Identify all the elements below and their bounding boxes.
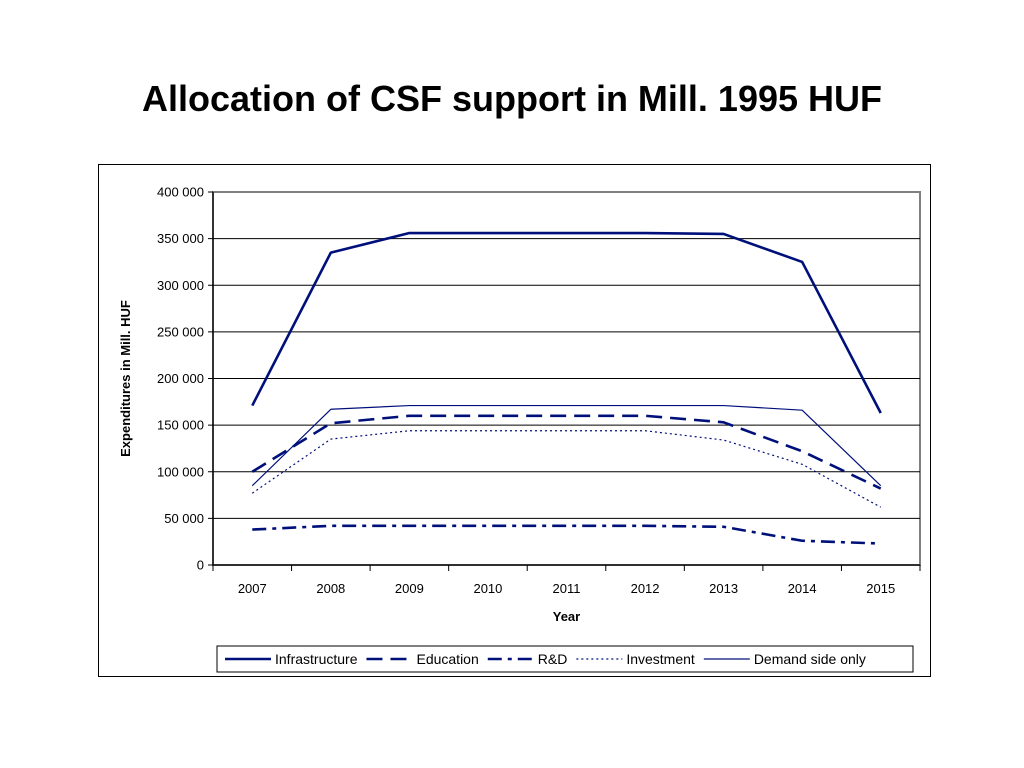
y-tick-label: 50 000 (164, 511, 204, 526)
y-tick-label: 150 000 (157, 418, 204, 433)
y-tick-label: 400 000 (157, 185, 204, 200)
x-tick-label: 2008 (316, 581, 345, 596)
x-axis-title: Year (553, 609, 580, 624)
series-line-demand-side-only (251, 404, 882, 487)
x-tick-label: 2012 (631, 581, 660, 596)
slide-title: Allocation of CSF support in Mill. 1995 … (141, 78, 883, 119)
x-tick-label: 2011 (553, 581, 581, 596)
y-tick-label: 100 000 (157, 464, 204, 479)
legend-box (216, 645, 914, 673)
series-line-r-d (252, 524, 881, 545)
series-line-infrastructure (251, 231, 882, 414)
y-tick-label: 350 000 (157, 231, 204, 246)
legend-label: Demand side only (754, 651, 866, 667)
x-tick-label: 2015 (866, 581, 895, 596)
x-tick-label: 2007 (238, 581, 267, 596)
chart-frame: 0 50 000 100 000 150 000 200 000 250 000 300 0… (98, 164, 931, 677)
series-line-education (251, 414, 882, 490)
x-tick-label: 2013 (709, 581, 738, 596)
x-tick-label: 2014 (788, 581, 817, 596)
legend-label: Investment (626, 651, 695, 667)
y-tick-label: 0 (197, 558, 204, 573)
x-tick-label: 2010 (473, 581, 502, 596)
y-tick-label: 250 000 (157, 324, 204, 339)
series-line-investment (251, 430, 882, 508)
legend-label: Education (416, 651, 478, 667)
line-chart: 0 50 000 100 000 150 000 200 000 250 000 300 0… (118, 185, 921, 673)
y-tick-label: 200 000 (157, 371, 204, 386)
legend-label: Infrastructure (275, 651, 358, 667)
legend-label: R&D (538, 651, 568, 667)
y-tick-label: 300 000 (157, 278, 204, 293)
x-tick-label: 2009 (395, 581, 424, 596)
y-axis-title: Expenditures in Mill. HUF (118, 300, 133, 457)
